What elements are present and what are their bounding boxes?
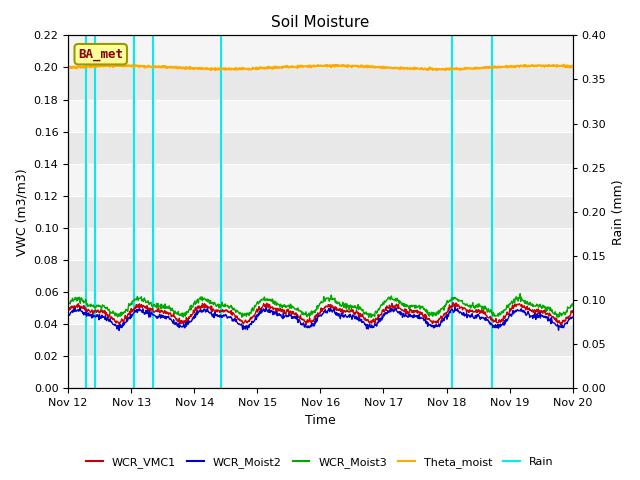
WCR_VMC1 bbox=[569, 308, 577, 313]
Bar bbox=[68, 196, 573, 228]
Theta_moist bbox=[64, 65, 72, 71]
WCR_Moist3 bbox=[458, 298, 466, 303]
Bar bbox=[68, 228, 573, 260]
WCR_Moist3 bbox=[516, 291, 524, 297]
WCR_VMC1 bbox=[467, 308, 475, 314]
Bar bbox=[68, 132, 573, 164]
Theta_moist bbox=[287, 64, 294, 70]
WCR_Moist2 bbox=[468, 313, 476, 319]
WCR_VMC1 bbox=[268, 305, 276, 311]
WCR_Moist2 bbox=[287, 312, 294, 318]
WCR_VMC1 bbox=[64, 308, 72, 313]
WCR_Moist3 bbox=[412, 305, 419, 311]
Bar bbox=[68, 164, 573, 196]
WCR_Moist3 bbox=[116, 313, 124, 319]
Theta_moist bbox=[116, 62, 124, 68]
Line: WCR_Moist2: WCR_Moist2 bbox=[68, 308, 573, 330]
Line: Theta_moist: Theta_moist bbox=[68, 65, 573, 70]
Theta_moist bbox=[269, 66, 276, 72]
WCR_VMC1 bbox=[458, 305, 466, 311]
Y-axis label: VWC (m3/m3): VWC (m3/m3) bbox=[15, 168, 28, 256]
WCR_VMC1 bbox=[116, 320, 124, 325]
Line: WCR_VMC1: WCR_VMC1 bbox=[68, 303, 573, 325]
Line: WCR_Moist3: WCR_Moist3 bbox=[68, 294, 573, 318]
WCR_Moist2 bbox=[569, 314, 577, 320]
WCR_VMC1 bbox=[411, 309, 419, 314]
WCR_Moist3 bbox=[268, 296, 276, 302]
Bar bbox=[68, 356, 573, 388]
WCR_Moist3 bbox=[569, 301, 577, 307]
X-axis label: Time: Time bbox=[305, 414, 336, 427]
WCR_Moist3 bbox=[467, 303, 475, 309]
WCR_Moist2 bbox=[269, 311, 276, 316]
Theta_moist bbox=[569, 63, 577, 69]
Theta_moist bbox=[458, 66, 466, 72]
WCR_Moist3 bbox=[365, 315, 372, 321]
WCR_VMC1 bbox=[287, 308, 294, 314]
WCR_Moist2 bbox=[116, 324, 124, 330]
WCR_Moist3 bbox=[64, 301, 72, 307]
WCR_Moist2 bbox=[64, 312, 72, 317]
WCR_Moist3 bbox=[287, 301, 294, 307]
WCR_Moist2 bbox=[115, 327, 123, 333]
Y-axis label: Rain (mm): Rain (mm) bbox=[612, 179, 625, 245]
WCR_Moist2 bbox=[412, 313, 419, 319]
Bar bbox=[68, 36, 573, 67]
Theta_moist bbox=[560, 62, 568, 68]
Bar bbox=[68, 324, 573, 356]
Bar bbox=[68, 260, 573, 292]
WCR_VMC1 bbox=[557, 322, 565, 328]
Theta_moist bbox=[467, 66, 475, 72]
Bar bbox=[68, 67, 573, 99]
WCR_Moist2 bbox=[451, 305, 459, 311]
WCR_Moist2 bbox=[459, 310, 467, 316]
Bar bbox=[68, 99, 573, 132]
Theta_moist bbox=[412, 66, 419, 72]
Legend: WCR_VMC1, WCR_Moist2, WCR_Moist3, Theta_moist, Rain: WCR_VMC1, WCR_Moist2, WCR_Moist3, Theta_… bbox=[82, 452, 558, 472]
Bar bbox=[68, 292, 573, 324]
Theta_moist bbox=[211, 67, 219, 73]
Title: Soil Moisture: Soil Moisture bbox=[271, 15, 369, 30]
WCR_VMC1 bbox=[449, 300, 457, 306]
Text: BA_met: BA_met bbox=[78, 48, 124, 60]
